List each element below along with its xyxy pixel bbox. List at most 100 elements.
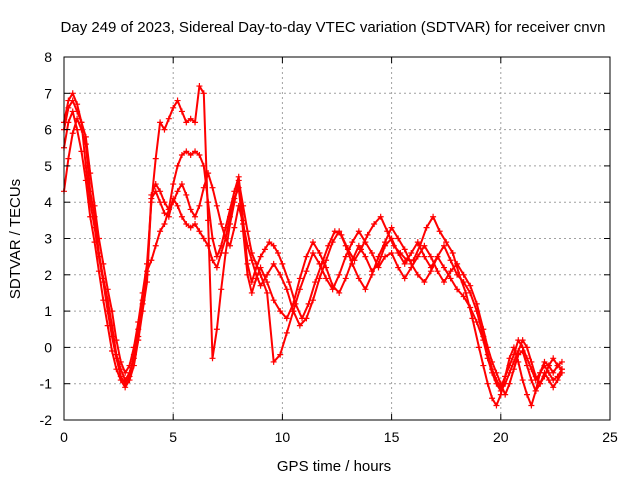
- data-point: [148, 199, 155, 206]
- y-tick-label-6: 6: [44, 122, 52, 138]
- data-point: [157, 228, 164, 235]
- data-point: [126, 362, 133, 369]
- data-point: [148, 257, 155, 264]
- series-markers-3: [61, 115, 565, 394]
- data-point: [257, 271, 264, 278]
- data-point: [178, 213, 185, 220]
- data-point: [316, 260, 323, 267]
- data-series: [61, 83, 565, 409]
- data-point: [178, 181, 185, 188]
- data-point: [395, 250, 402, 257]
- data-point: [554, 362, 561, 369]
- x-tick-label-5: 5: [169, 429, 177, 445]
- data-point: [296, 322, 303, 329]
- data-point: [69, 130, 76, 137]
- data-point: [174, 188, 181, 195]
- data-point: [401, 275, 408, 282]
- y-axis-label: SDTVAR / TECUs: [7, 179, 24, 299]
- data-point: [264, 271, 271, 278]
- data-point: [519, 348, 526, 355]
- data-point: [161, 126, 168, 133]
- data-point: [82, 177, 89, 184]
- data-point: [270, 358, 277, 365]
- data-point: [174, 162, 181, 169]
- data-point: [296, 286, 303, 293]
- data-point: [213, 253, 220, 260]
- data-point: [460, 279, 467, 286]
- y-tick-label--2: -2: [40, 412, 53, 428]
- data-point: [187, 152, 194, 159]
- data-point: [447, 268, 454, 275]
- data-point: [493, 369, 500, 376]
- data-point: [441, 264, 448, 271]
- data-point: [277, 308, 284, 315]
- x-tick-label-0: 0: [60, 429, 68, 445]
- data-point: [277, 271, 284, 278]
- data-point: [414, 271, 421, 278]
- series-line-3: [63, 117, 563, 392]
- data-point: [532, 373, 539, 380]
- series-markers-4: [61, 83, 565, 398]
- data-point: [316, 250, 323, 257]
- data-point: [414, 239, 421, 246]
- data-point: [528, 402, 535, 409]
- data-point: [187, 206, 194, 213]
- data-point: [283, 329, 290, 336]
- data-point: [170, 104, 177, 111]
- data-point: [349, 239, 356, 246]
- data-point: [519, 377, 526, 384]
- data-point: [303, 315, 310, 322]
- data-point: [117, 358, 124, 365]
- series-line-4: [63, 85, 563, 396]
- data-point: [109, 348, 116, 355]
- data-point: [270, 260, 277, 267]
- data-point: [454, 286, 461, 293]
- data-point: [183, 220, 190, 227]
- data-point: [109, 308, 116, 315]
- data-point: [368, 271, 375, 278]
- data-point: [441, 279, 448, 286]
- data-point: [283, 286, 290, 293]
- data-point: [122, 377, 129, 384]
- data-point: [264, 289, 271, 296]
- data-point: [174, 202, 181, 209]
- data-point: [460, 271, 467, 278]
- data-point: [277, 351, 284, 358]
- data-point: [375, 253, 382, 260]
- data-point: [213, 326, 220, 333]
- data-point: [296, 275, 303, 282]
- data-point: [270, 242, 277, 249]
- data-point: [122, 369, 129, 376]
- data-point: [152, 242, 159, 249]
- data-point: [209, 184, 216, 191]
- y-tick-label-1: 1: [44, 303, 52, 319]
- data-point: [493, 402, 500, 409]
- data-point: [87, 170, 94, 177]
- data-point: [362, 253, 369, 260]
- data-point: [550, 355, 557, 362]
- data-point: [240, 220, 247, 227]
- data-point: [421, 253, 428, 260]
- data-point: [447, 257, 454, 264]
- data-point: [192, 220, 199, 227]
- data-point: [506, 369, 513, 376]
- data-point: [183, 119, 190, 126]
- data-point: [382, 253, 389, 260]
- data-point: [152, 188, 159, 195]
- data-point: [364, 231, 371, 238]
- data-point: [336, 289, 343, 296]
- data-point: [434, 268, 441, 275]
- data-point: [377, 213, 384, 220]
- data-point: [192, 148, 199, 155]
- data-point: [329, 286, 336, 293]
- data-point: [218, 220, 225, 227]
- data-point: [336, 228, 343, 235]
- data-point: [528, 358, 535, 365]
- data-point: [257, 253, 264, 260]
- data-point: [74, 108, 81, 115]
- data-point: [441, 242, 448, 249]
- data-point: [545, 377, 552, 384]
- data-point: [205, 217, 212, 224]
- data-point: [65, 155, 72, 162]
- data-point: [414, 253, 421, 260]
